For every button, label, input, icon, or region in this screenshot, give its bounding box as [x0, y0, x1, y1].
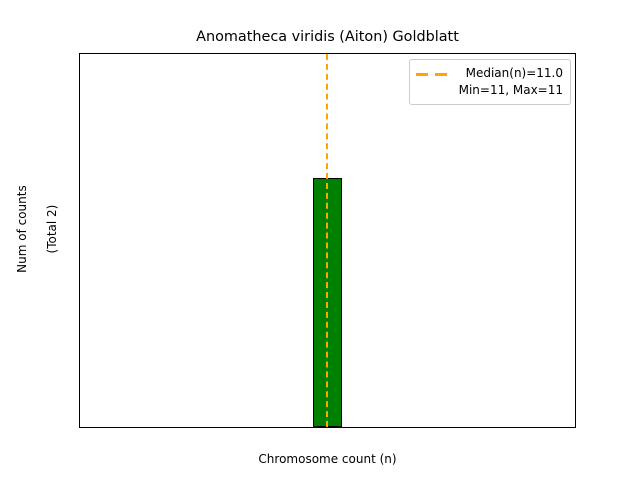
x-axis-tick: 11 — [320, 427, 335, 428]
y-axis-label-line2: (Total 2) — [44, 204, 59, 254]
legend-text: Median(n)=11.0 Min=11, Max=11 — [459, 65, 563, 99]
y-axis-tick-mark — [79, 426, 80, 427]
page-title: Anomatheca viridis (Aiton) Goldblatt — [196, 29, 459, 45]
legend-label-median: Median(n)=11.0 — [465, 66, 563, 80]
y-axis-tick-mark — [79, 302, 80, 303]
y-axis-label: Num of counts (Total 2) — [15, 53, 59, 428]
median-line — [326, 54, 329, 427]
plot-area: Median(n)=11.0 Min=11, Max=11 012311 — [79, 53, 576, 428]
y-axis-tick-mark — [79, 178, 80, 179]
y-axis-label-line1: Num of counts — [14, 185, 29, 273]
x-axis-label: Chromosome count (n) — [258, 452, 397, 466]
x-axis-tick-mark — [327, 427, 328, 428]
legend-label-minmax: Min=11, Max=11 — [458, 83, 563, 97]
legend: Median(n)=11.0 Min=11, Max=11 — [408, 59, 571, 105]
y-axis-tick-mark — [79, 53, 80, 54]
legend-dash-icon — [415, 66, 452, 83]
